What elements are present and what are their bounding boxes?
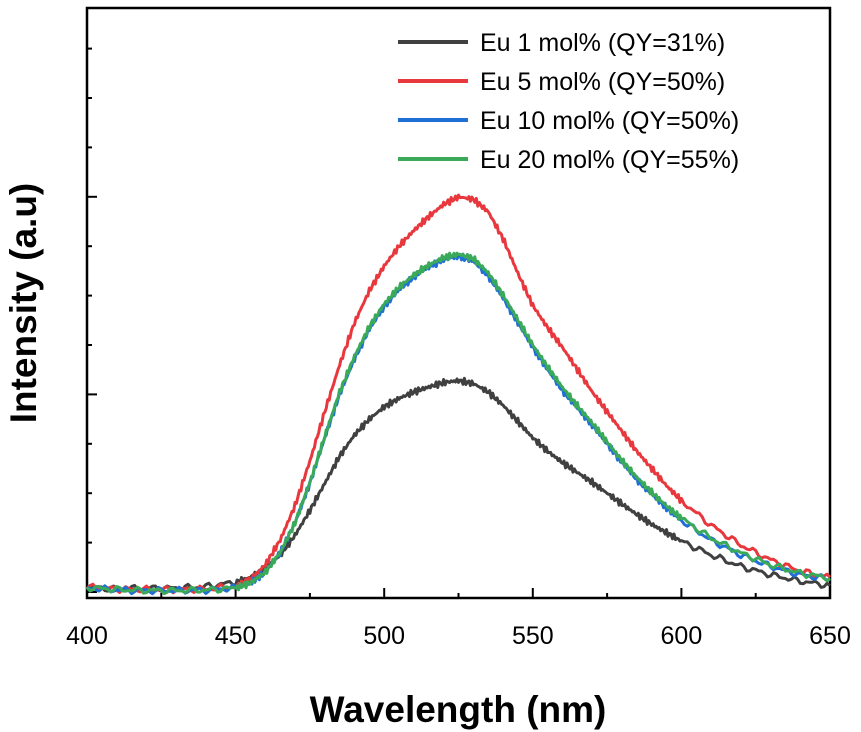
y-axis-ticks [87, 47, 97, 593]
series-lines [85, 193, 832, 596]
x-tick-label: 550 [512, 622, 554, 650]
legend-label: Eu 1 mol% (QY=31%) [480, 29, 725, 57]
legend: Eu 1 mol% (QY=31%) Eu 5 mol% (QY=50%) Eu 1… [398, 29, 739, 174]
x-tick-label: 600 [661, 622, 703, 650]
x-tick-label: 450 [215, 622, 257, 650]
x-tick-label: 400 [66, 622, 108, 650]
x-tick-label: 500 [363, 622, 405, 650]
legend-label: Eu 20 mol% (QY=55%) [480, 146, 739, 174]
y-axis-title: Intensity (a.u) [3, 183, 44, 424]
x-axis-ticks: 400 450 500 550 600 650 [66, 588, 851, 650]
x-tick-label: 650 [809, 622, 851, 650]
x-axis-title: Wavelength (nm) [310, 689, 607, 730]
series-line [85, 251, 831, 596]
series-line [85, 193, 832, 595]
legend-label: Eu 5 mol% (QY=50%) [480, 68, 725, 96]
legend-label: Eu 10 mol% (QY=50%) [480, 107, 739, 135]
plot-frame [85, 6, 832, 600]
series-line [85, 376, 831, 593]
